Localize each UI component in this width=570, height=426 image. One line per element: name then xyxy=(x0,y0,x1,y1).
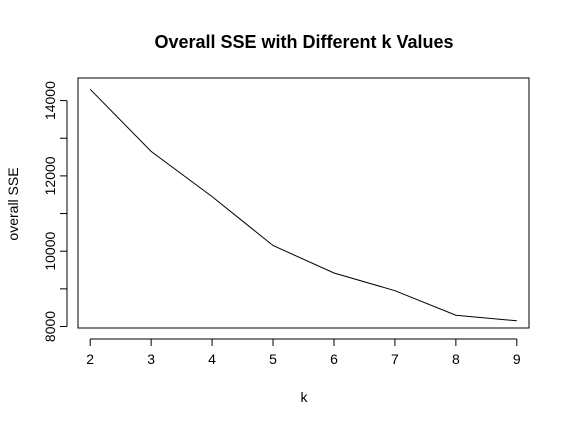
y-tick-label: 8000 xyxy=(42,311,58,342)
x-tick-label: 5 xyxy=(269,351,277,367)
y-axis-label: overall SSE xyxy=(5,167,21,240)
chart-title: Overall SSE with Different k Values xyxy=(154,32,453,52)
x-tick-label: 4 xyxy=(208,351,216,367)
x-tick-label: 8 xyxy=(452,351,460,367)
plot-frame xyxy=(77,77,530,329)
x-axis: 2 3 4 5 6 7 8 9 xyxy=(86,338,521,367)
x-tick-label: 9 xyxy=(513,351,521,367)
x-tick-label: 7 xyxy=(391,351,399,367)
series-line xyxy=(89,88,517,322)
x-tick-label: 6 xyxy=(330,351,338,367)
y-tick-label: 10000 xyxy=(42,232,58,271)
y-tick-label: 12000 xyxy=(42,156,58,195)
x-axis-label: k xyxy=(301,389,309,405)
x-tick-label: 2 xyxy=(86,351,94,367)
x-tick-label: 3 xyxy=(147,351,155,367)
y-tick-label: 14000 xyxy=(42,81,58,120)
y-axis: 8000 10000 12000 14000 xyxy=(42,81,68,342)
